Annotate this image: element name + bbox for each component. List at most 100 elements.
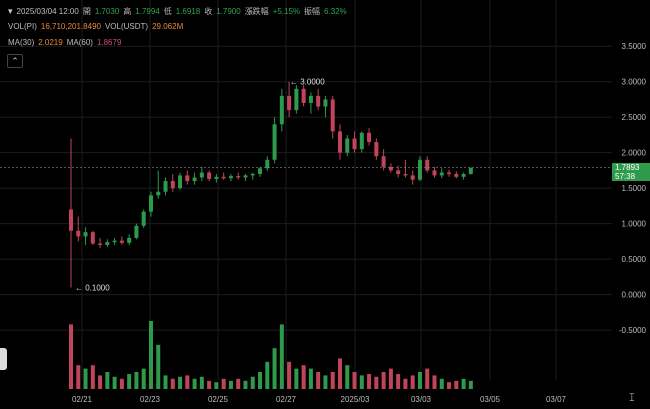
candle-body: [228, 176, 233, 179]
candle-body: [279, 95, 284, 125]
volume-bar: [381, 372, 386, 389]
price-tick-label: 1.0000: [622, 220, 647, 229]
candle-body: [236, 176, 241, 178]
candle-body: [214, 176, 219, 179]
time-tick-label: 2025/03: [341, 395, 370, 404]
price-tick-label: 1.5000: [622, 184, 647, 193]
candle-body: [359, 132, 364, 150]
candle-body: [170, 181, 175, 189]
candle-body: [447, 172, 452, 174]
volume-bar: [185, 375, 190, 389]
candle-body: [83, 232, 88, 237]
volume-bar: [374, 376, 379, 389]
volume-bar: [76, 365, 81, 389]
candle-body: [352, 138, 357, 150]
volume-bar: [221, 378, 226, 389]
candle-body: [403, 173, 408, 176]
time-tick-label: 02/27: [276, 395, 297, 404]
volume-bar: [207, 380, 212, 389]
candle-body: [98, 243, 103, 245]
volume-bar: [192, 378, 197, 389]
time-tick-label: 03/03: [411, 395, 432, 404]
volume-bar: [410, 375, 415, 389]
candle-body: [316, 95, 321, 107]
volume-bar: [178, 376, 183, 389]
volume-bar: [156, 344, 161, 389]
volume-bar: [396, 374, 401, 389]
volume-bar: [294, 368, 299, 389]
candle-body: [112, 240, 117, 243]
candle-body: [439, 172, 444, 176]
volume-bar: [214, 382, 219, 389]
volume-bar: [316, 372, 321, 389]
candle-body: [374, 142, 379, 157]
candle-body: [468, 167, 473, 174]
ma-header: MA(30) 2.0219 MA(60) 1.8679: [8, 38, 121, 47]
volume-bar: [454, 380, 459, 389]
high-label: 高: [123, 7, 132, 16]
candle-body: [337, 131, 342, 153]
price-tick-label: 3.0000: [622, 78, 647, 87]
volume-bar: [127, 374, 132, 389]
candle-body: [119, 240, 124, 243]
volume-bar: [447, 382, 452, 389]
volume-bar: [199, 376, 204, 389]
volume-bar: [287, 361, 292, 389]
volume-bar: [228, 380, 233, 389]
volume-bar: [272, 348, 277, 389]
chart-grid: [0, 0, 612, 380]
time-tick-label: 03/05: [480, 395, 501, 404]
volume-bar: [134, 372, 139, 389]
volume-bar: [250, 376, 255, 389]
change-label: 漲跌幅: [244, 7, 269, 16]
vol-value: 16,710,201.8490: [40, 22, 101, 31]
price-annotation: ← 3.0000: [290, 78, 325, 87]
candle-body: [185, 175, 190, 182]
volume-bar: [258, 372, 263, 389]
candle-body: [156, 191, 161, 196]
candle-body: [367, 132, 372, 143]
candle-body: [330, 99, 335, 132]
current-price-tag: 1.7893 57:38: [612, 163, 650, 181]
volume-bar: [90, 365, 95, 389]
ma30-value: 2.0219: [38, 38, 63, 47]
amplitude-label: 振幅: [304, 7, 321, 16]
low-value: 1.6918: [175, 7, 201, 16]
collapse-indicators-button[interactable]: ⌃: [7, 54, 23, 68]
volume-bar: [163, 375, 168, 389]
candle-body: [345, 138, 350, 153]
time-tick-label: 02/25: [208, 395, 229, 404]
candle-body: [221, 176, 226, 179]
volume-bar: [98, 375, 103, 389]
candle-body: [243, 175, 248, 178]
volume-bar: [301, 365, 306, 389]
candle-body: [381, 156, 386, 167]
candles: [69, 81, 473, 288]
volume-bar: [265, 361, 270, 389]
volume-header: VOL(PI) 16,710,201.8490 VOL(USDT) 29.062…: [8, 22, 183, 31]
candle-body: [388, 166, 393, 171]
ohlc-header: ▾ 2025/03/04 12:00 開 1.7030 高 1.7994 低 1…: [8, 6, 347, 17]
collapse-arrow-icon[interactable]: ▾: [8, 6, 13, 16]
drag-handle[interactable]: [0, 348, 7, 370]
candle-body: [250, 173, 255, 176]
ma60-value: 1.8679: [96, 38, 122, 47]
volume-bar: [279, 324, 284, 389]
price-tick-label: 0.0000: [622, 291, 647, 300]
ma60-label: MA(60): [66, 38, 93, 47]
candle-body: [323, 99, 328, 107]
high-value: 1.7994: [135, 7, 160, 16]
candle-body: [134, 225, 139, 238]
candle-body: [417, 159, 422, 180]
chevron-up-icon: ⌃: [11, 55, 19, 66]
candle-body: [163, 181, 168, 192]
volume-bar: [461, 378, 466, 389]
candle-body: [272, 124, 277, 160]
volume-bar: [112, 376, 117, 389]
price-tick-label: 0.5000: [622, 255, 647, 264]
volume-bar: [468, 380, 473, 389]
volume-bar: [105, 372, 110, 389]
candle-body: [432, 170, 437, 176]
candle-body: [199, 172, 204, 178]
